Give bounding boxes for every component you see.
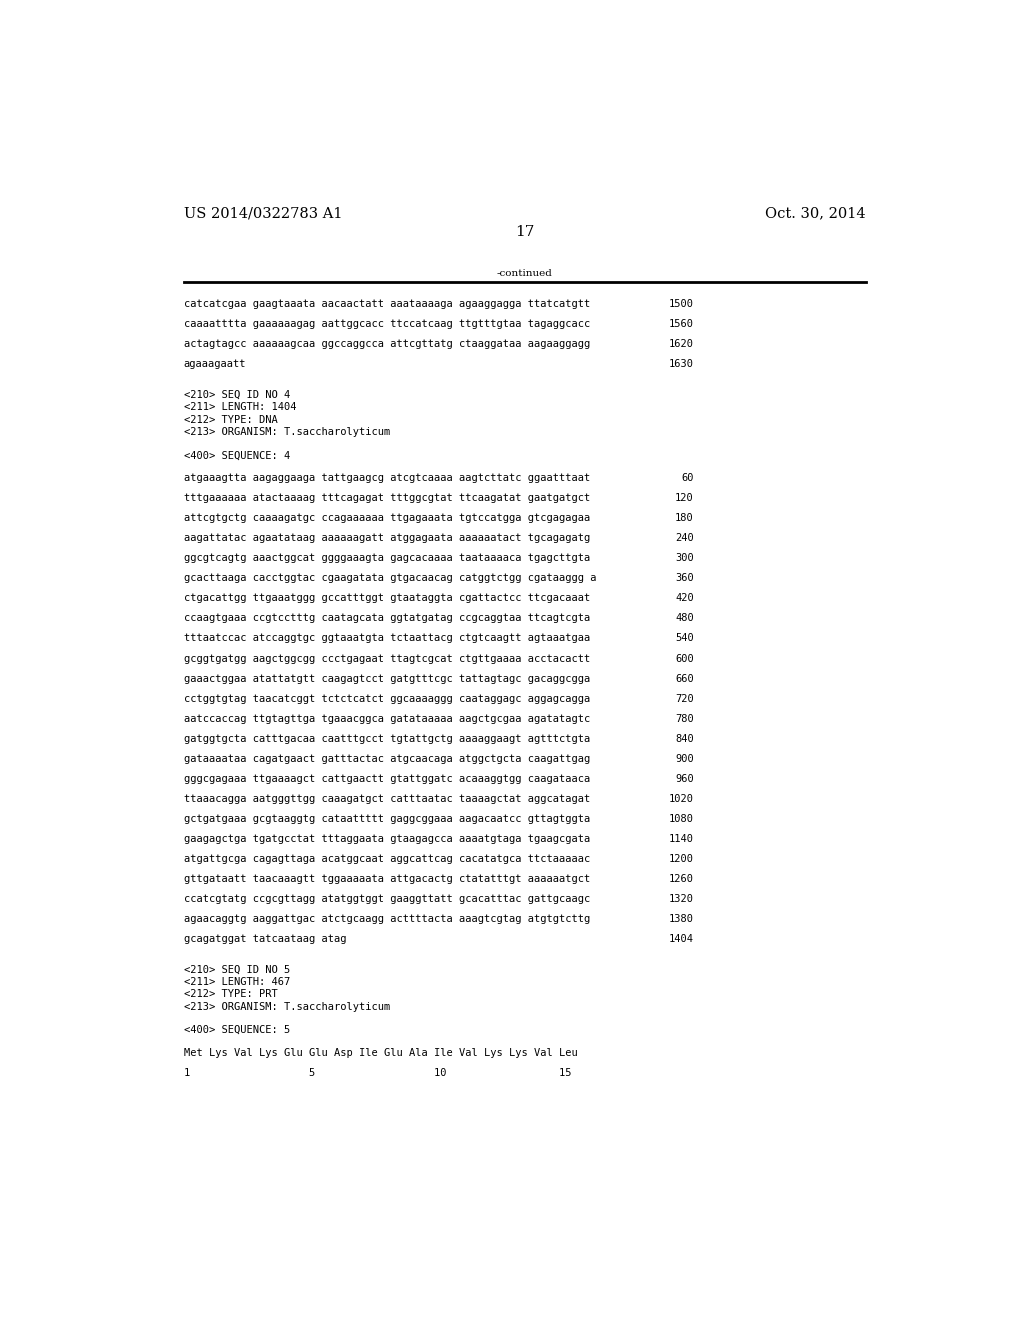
Text: <213> ORGANISM: T.saccharolyticum: <213> ORGANISM: T.saccharolyticum <box>183 1002 390 1011</box>
Text: 1200: 1200 <box>669 854 693 863</box>
Text: 60: 60 <box>681 474 693 483</box>
Text: -continued: -continued <box>497 268 553 277</box>
Text: attcgtgctg caaaagatgc ccagaaaaaa ttgagaaata tgtccatgga gtcgagagaa: attcgtgctg caaaagatgc ccagaaaaaa ttgagaa… <box>183 513 590 523</box>
Text: ccatcgtatg ccgcgttagg atatggtggt gaaggttatt gcacatttac gattgcaagc: ccatcgtatg ccgcgttagg atatggtggt gaaggtt… <box>183 894 590 904</box>
Text: catcatcgaa gaagtaaata aacaactatt aaataaaaga agaaggagga ttatcatgtt: catcatcgaa gaagtaaata aacaactatt aaataaa… <box>183 300 590 309</box>
Text: 1260: 1260 <box>669 874 693 883</box>
Text: 180: 180 <box>675 513 693 523</box>
Text: 300: 300 <box>675 553 693 564</box>
Text: 960: 960 <box>675 774 693 784</box>
Text: 1380: 1380 <box>669 913 693 924</box>
Text: <212> TYPE: DNA: <212> TYPE: DNA <box>183 414 278 425</box>
Text: <210> SEQ ID NO 4: <210> SEQ ID NO 4 <box>183 391 290 400</box>
Text: tttaatccac atccaggtgc ggtaaatgta tctaattacg ctgtcaagtt agtaaatgaa: tttaatccac atccaggtgc ggtaaatgta tctaatt… <box>183 634 590 643</box>
Text: gctgatgaaa gcgtaaggtg cataattttt gaggcggaaa aagacaatcc gttagtggta: gctgatgaaa gcgtaaggtg cataattttt gaggcgg… <box>183 813 590 824</box>
Text: ctgacattgg ttgaaatggg gccatttggt gtaataggta cgattactcc ttcgacaaat: ctgacattgg ttgaaatggg gccatttggt gtaatag… <box>183 594 590 603</box>
Text: <211> LENGTH: 1404: <211> LENGTH: 1404 <box>183 403 296 412</box>
Text: Met Lys Val Lys Glu Glu Asp Ile Glu Ala Ile Val Lys Lys Val Leu: Met Lys Val Lys Glu Glu Asp Ile Glu Ala … <box>183 1048 578 1057</box>
Text: gggcgagaaa ttgaaaagct cattgaactt gtattggatc acaaaggtgg caagataaca: gggcgagaaa ttgaaaagct cattgaactt gtattgg… <box>183 774 590 784</box>
Text: actagtagcc aaaaaagcaa ggccaggcca attcgttatg ctaaggataa aagaaggagg: actagtagcc aaaaaagcaa ggccaggcca attcgtt… <box>183 339 590 350</box>
Text: 1560: 1560 <box>669 319 693 329</box>
Text: 420: 420 <box>675 594 693 603</box>
Text: 1080: 1080 <box>669 813 693 824</box>
Text: 17: 17 <box>515 226 535 239</box>
Text: 480: 480 <box>675 614 693 623</box>
Text: <211> LENGTH: 467: <211> LENGTH: 467 <box>183 977 290 987</box>
Text: ttaaacagga aatgggttgg caaagatgct catttaatac taaaagctat aggcatagat: ttaaacagga aatgggttgg caaagatgct catttaa… <box>183 793 590 804</box>
Text: gaaactggaa atattatgtt caagagtcct gatgtttcgc tattagtagc gacaggcgga: gaaactggaa atattatgtt caagagtcct gatgttt… <box>183 673 590 684</box>
Text: aagattatac agaatataag aaaaaagatt atggagaata aaaaaatact tgcagagatg: aagattatac agaatataag aaaaaagatt atggaga… <box>183 533 590 544</box>
Text: gcagatggat tatcaataag atag: gcagatggat tatcaataag atag <box>183 933 346 944</box>
Text: <212> TYPE: PRT: <212> TYPE: PRT <box>183 989 278 999</box>
Text: 240: 240 <box>675 533 693 544</box>
Text: gttgataatt taacaaagtt tggaaaaata attgacactg ctatatttgt aaaaaatgct: gttgataatt taacaaagtt tggaaaaata attgaca… <box>183 874 590 883</box>
Text: <210> SEQ ID NO 5: <210> SEQ ID NO 5 <box>183 965 290 974</box>
Text: 1                   5                   10                  15: 1 5 10 15 <box>183 1068 571 1077</box>
Text: gcggtgatgg aagctggcgg ccctgagaat ttagtcgcat ctgttgaaaa acctacactt: gcggtgatgg aagctggcgg ccctgagaat ttagtcg… <box>183 653 590 664</box>
Text: agaaagaatt: agaaagaatt <box>183 359 247 370</box>
Text: gaagagctga tgatgcctat tttaggaata gtaagagcca aaaatgtaga tgaagcgata: gaagagctga tgatgcctat tttaggaata gtaagag… <box>183 834 590 843</box>
Text: <400> SEQUENCE: 4: <400> SEQUENCE: 4 <box>183 450 290 461</box>
Text: atgaaagtta aagaggaaga tattgaagcg atcgtcaaaa aagtcttatc ggaatttaat: atgaaagtta aagaggaaga tattgaagcg atcgtca… <box>183 474 590 483</box>
Text: 1620: 1620 <box>669 339 693 350</box>
Text: 1404: 1404 <box>669 933 693 944</box>
Text: 1630: 1630 <box>669 359 693 370</box>
Text: 600: 600 <box>675 653 693 664</box>
Text: gatggtgcta catttgacaa caatttgcct tgtattgctg aaaaggaagt agtttctgta: gatggtgcta catttgacaa caatttgcct tgtattg… <box>183 734 590 743</box>
Text: ccaagtgaaa ccgtcctttg caatagcata ggtatgatag ccgcaggtaa ttcagtcgta: ccaagtgaaa ccgtcctttg caatagcata ggtatga… <box>183 614 590 623</box>
Text: 540: 540 <box>675 634 693 643</box>
Text: <213> ORGANISM: T.saccharolyticum: <213> ORGANISM: T.saccharolyticum <box>183 428 390 437</box>
Text: aatccaccag ttgtagttga tgaaacggca gatataaaaa aagctgcgaa agatatagtc: aatccaccag ttgtagttga tgaaacggca gatataa… <box>183 714 590 723</box>
Text: US 2014/0322783 A1: US 2014/0322783 A1 <box>183 206 342 220</box>
Text: 900: 900 <box>675 754 693 763</box>
Text: tttgaaaaaa atactaaaag tttcagagat tttggcgtat ttcaagatat gaatgatgct: tttgaaaaaa atactaaaag tttcagagat tttggcg… <box>183 494 590 503</box>
Text: 840: 840 <box>675 734 693 743</box>
Text: 660: 660 <box>675 673 693 684</box>
Text: gataaaataa cagatgaact gatttactac atgcaacaga atggctgcta caagattgag: gataaaataa cagatgaact gatttactac atgcaac… <box>183 754 590 763</box>
Text: 360: 360 <box>675 573 693 583</box>
Text: atgattgcga cagagttaga acatggcaat aggcattcag cacatatgca ttctaaaaac: atgattgcga cagagttaga acatggcaat aggcatt… <box>183 854 590 863</box>
Text: caaaatttta gaaaaaagag aattggcacc ttccatcaag ttgtttgtaa tagaggcacc: caaaatttta gaaaaaagag aattggcacc ttccatc… <box>183 319 590 329</box>
Text: 1020: 1020 <box>669 793 693 804</box>
Text: 780: 780 <box>675 714 693 723</box>
Text: 1500: 1500 <box>669 300 693 309</box>
Text: 120: 120 <box>675 494 693 503</box>
Text: agaacaggtg aaggattgac atctgcaagg acttttacta aaagtcgtag atgtgtcttg: agaacaggtg aaggattgac atctgcaagg actttta… <box>183 913 590 924</box>
Text: <400> SEQUENCE: 5: <400> SEQUENCE: 5 <box>183 1024 290 1035</box>
Text: 720: 720 <box>675 693 693 704</box>
Text: cctggtgtag taacatcggt tctctcatct ggcaaaaggg caataggagc aggagcagga: cctggtgtag taacatcggt tctctcatct ggcaaaa… <box>183 693 590 704</box>
Text: 1320: 1320 <box>669 894 693 904</box>
Text: ggcgtcagtg aaactggcat ggggaaagta gagcacaaaa taataaaaca tgagcttgta: ggcgtcagtg aaactggcat ggggaaagta gagcaca… <box>183 553 590 564</box>
Text: Oct. 30, 2014: Oct. 30, 2014 <box>765 206 866 220</box>
Text: 1140: 1140 <box>669 834 693 843</box>
Text: gcacttaaga cacctggtac cgaagatata gtgacaacag catggtctgg cgataaggg a: gcacttaaga cacctggtac cgaagatata gtgacaa… <box>183 573 596 583</box>
